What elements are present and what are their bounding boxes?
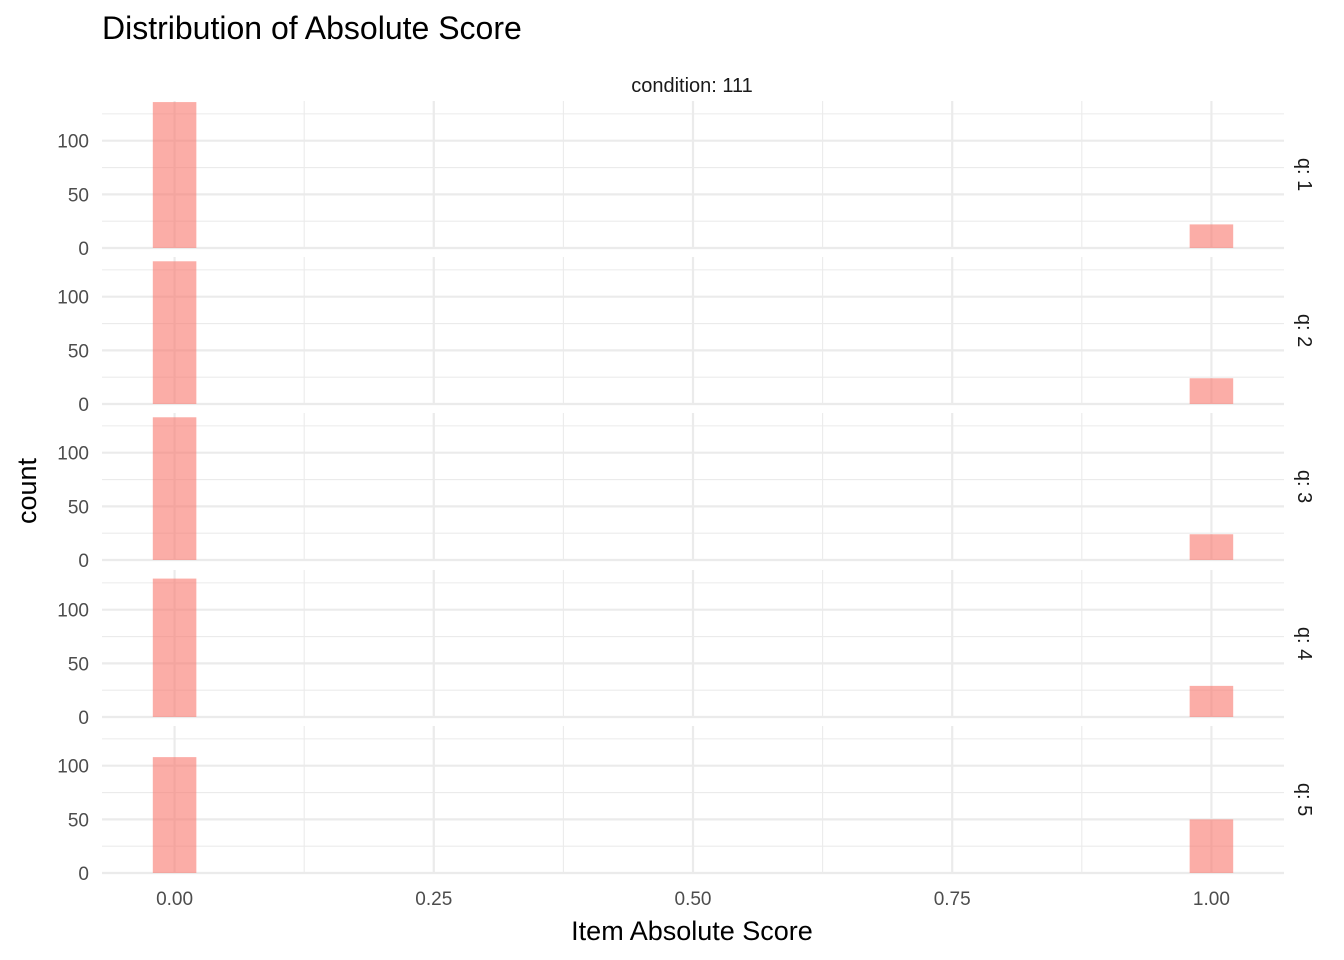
y-tick-label: 0 xyxy=(78,864,89,885)
row-facet-strip-label: q: 2 xyxy=(1293,314,1315,347)
x-tick-label: 0.50 xyxy=(675,889,712,910)
histogram-bar xyxy=(1189,819,1234,873)
x-tick-label: 0.00 xyxy=(156,889,193,910)
facet-panels: 0 50 100 q: 1 0 50 100 q: 2 0 50 100 q: 3 0 50 100 q: 4… xyxy=(57,101,1315,885)
y-tick-label: 100 xyxy=(57,288,89,309)
y-tick-label: 100 xyxy=(57,757,89,778)
y-tick-label: 50 xyxy=(68,497,89,518)
x-tick-label: 1.00 xyxy=(1193,889,1230,910)
histogram-bar xyxy=(1189,224,1234,248)
y-tick-label: 0 xyxy=(78,551,89,572)
x-axis-title: Item Absolute Score xyxy=(571,916,813,946)
facet-panel: 0 50 100 q: 2 xyxy=(57,257,1315,416)
y-tick-label: 50 xyxy=(68,185,89,206)
histogram-bar xyxy=(152,417,197,560)
y-tick-label: 100 xyxy=(57,601,89,622)
y-tick-label: 50 xyxy=(68,654,89,675)
y-axis-title: count xyxy=(12,457,42,524)
row-facet-strip-label: q: 5 xyxy=(1293,783,1315,816)
histogram-bar xyxy=(1189,534,1234,560)
histogram-bar xyxy=(152,757,197,873)
x-tick-label: 0.75 xyxy=(934,889,971,910)
facet-panel: 0 50 100 q: 1 xyxy=(57,101,1315,260)
facet-panel: 0 50 100 q: 4 xyxy=(57,570,1315,729)
histogram-bar xyxy=(152,102,197,248)
y-tick-label: 50 xyxy=(68,810,89,831)
histogram-bar xyxy=(152,578,197,717)
chart-title: Distribution of Absolute Score xyxy=(102,10,522,46)
y-tick-label: 0 xyxy=(78,708,89,729)
row-facet-strip-label: q: 1 xyxy=(1293,158,1315,191)
row-facet-strip-label: q: 3 xyxy=(1293,470,1315,503)
x-axis-ticks: 0.00 0.25 0.50 0.75 1.00 xyxy=(156,889,1230,910)
facet-panel: 0 50 100 q: 5 xyxy=(57,726,1315,885)
histogram-bar xyxy=(152,261,197,404)
y-tick-label: 100 xyxy=(57,132,89,153)
row-facet-strip-label: q: 4 xyxy=(1293,627,1315,660)
y-tick-label: 100 xyxy=(57,444,89,465)
histogram-bar xyxy=(1189,378,1234,404)
facet-panel: 0 50 100 q: 3 xyxy=(57,413,1315,572)
histogram-bar xyxy=(1189,685,1234,717)
column-facet-strip-label: condition: 111 xyxy=(631,75,753,97)
y-tick-label: 0 xyxy=(78,395,89,416)
y-tick-label: 50 xyxy=(68,341,89,362)
x-tick-label: 0.25 xyxy=(415,889,452,910)
y-tick-label: 0 xyxy=(78,239,89,260)
